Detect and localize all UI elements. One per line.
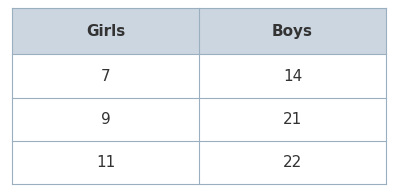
- Bar: [12, 141, 199, 184]
- Text: 22: 22: [283, 155, 302, 170]
- Bar: [199, 8, 386, 55]
- Text: 11: 11: [96, 155, 115, 170]
- Text: Boys: Boys: [272, 24, 313, 39]
- Bar: [12, 55, 199, 98]
- Bar: [199, 98, 386, 141]
- Bar: [12, 8, 199, 55]
- Text: 9: 9: [101, 112, 110, 127]
- Text: 14: 14: [283, 69, 302, 84]
- Text: Girls: Girls: [86, 24, 125, 39]
- Text: 7: 7: [101, 69, 110, 84]
- Bar: [199, 141, 386, 184]
- Bar: [12, 98, 199, 141]
- Bar: [199, 55, 386, 98]
- Text: 21: 21: [283, 112, 302, 127]
